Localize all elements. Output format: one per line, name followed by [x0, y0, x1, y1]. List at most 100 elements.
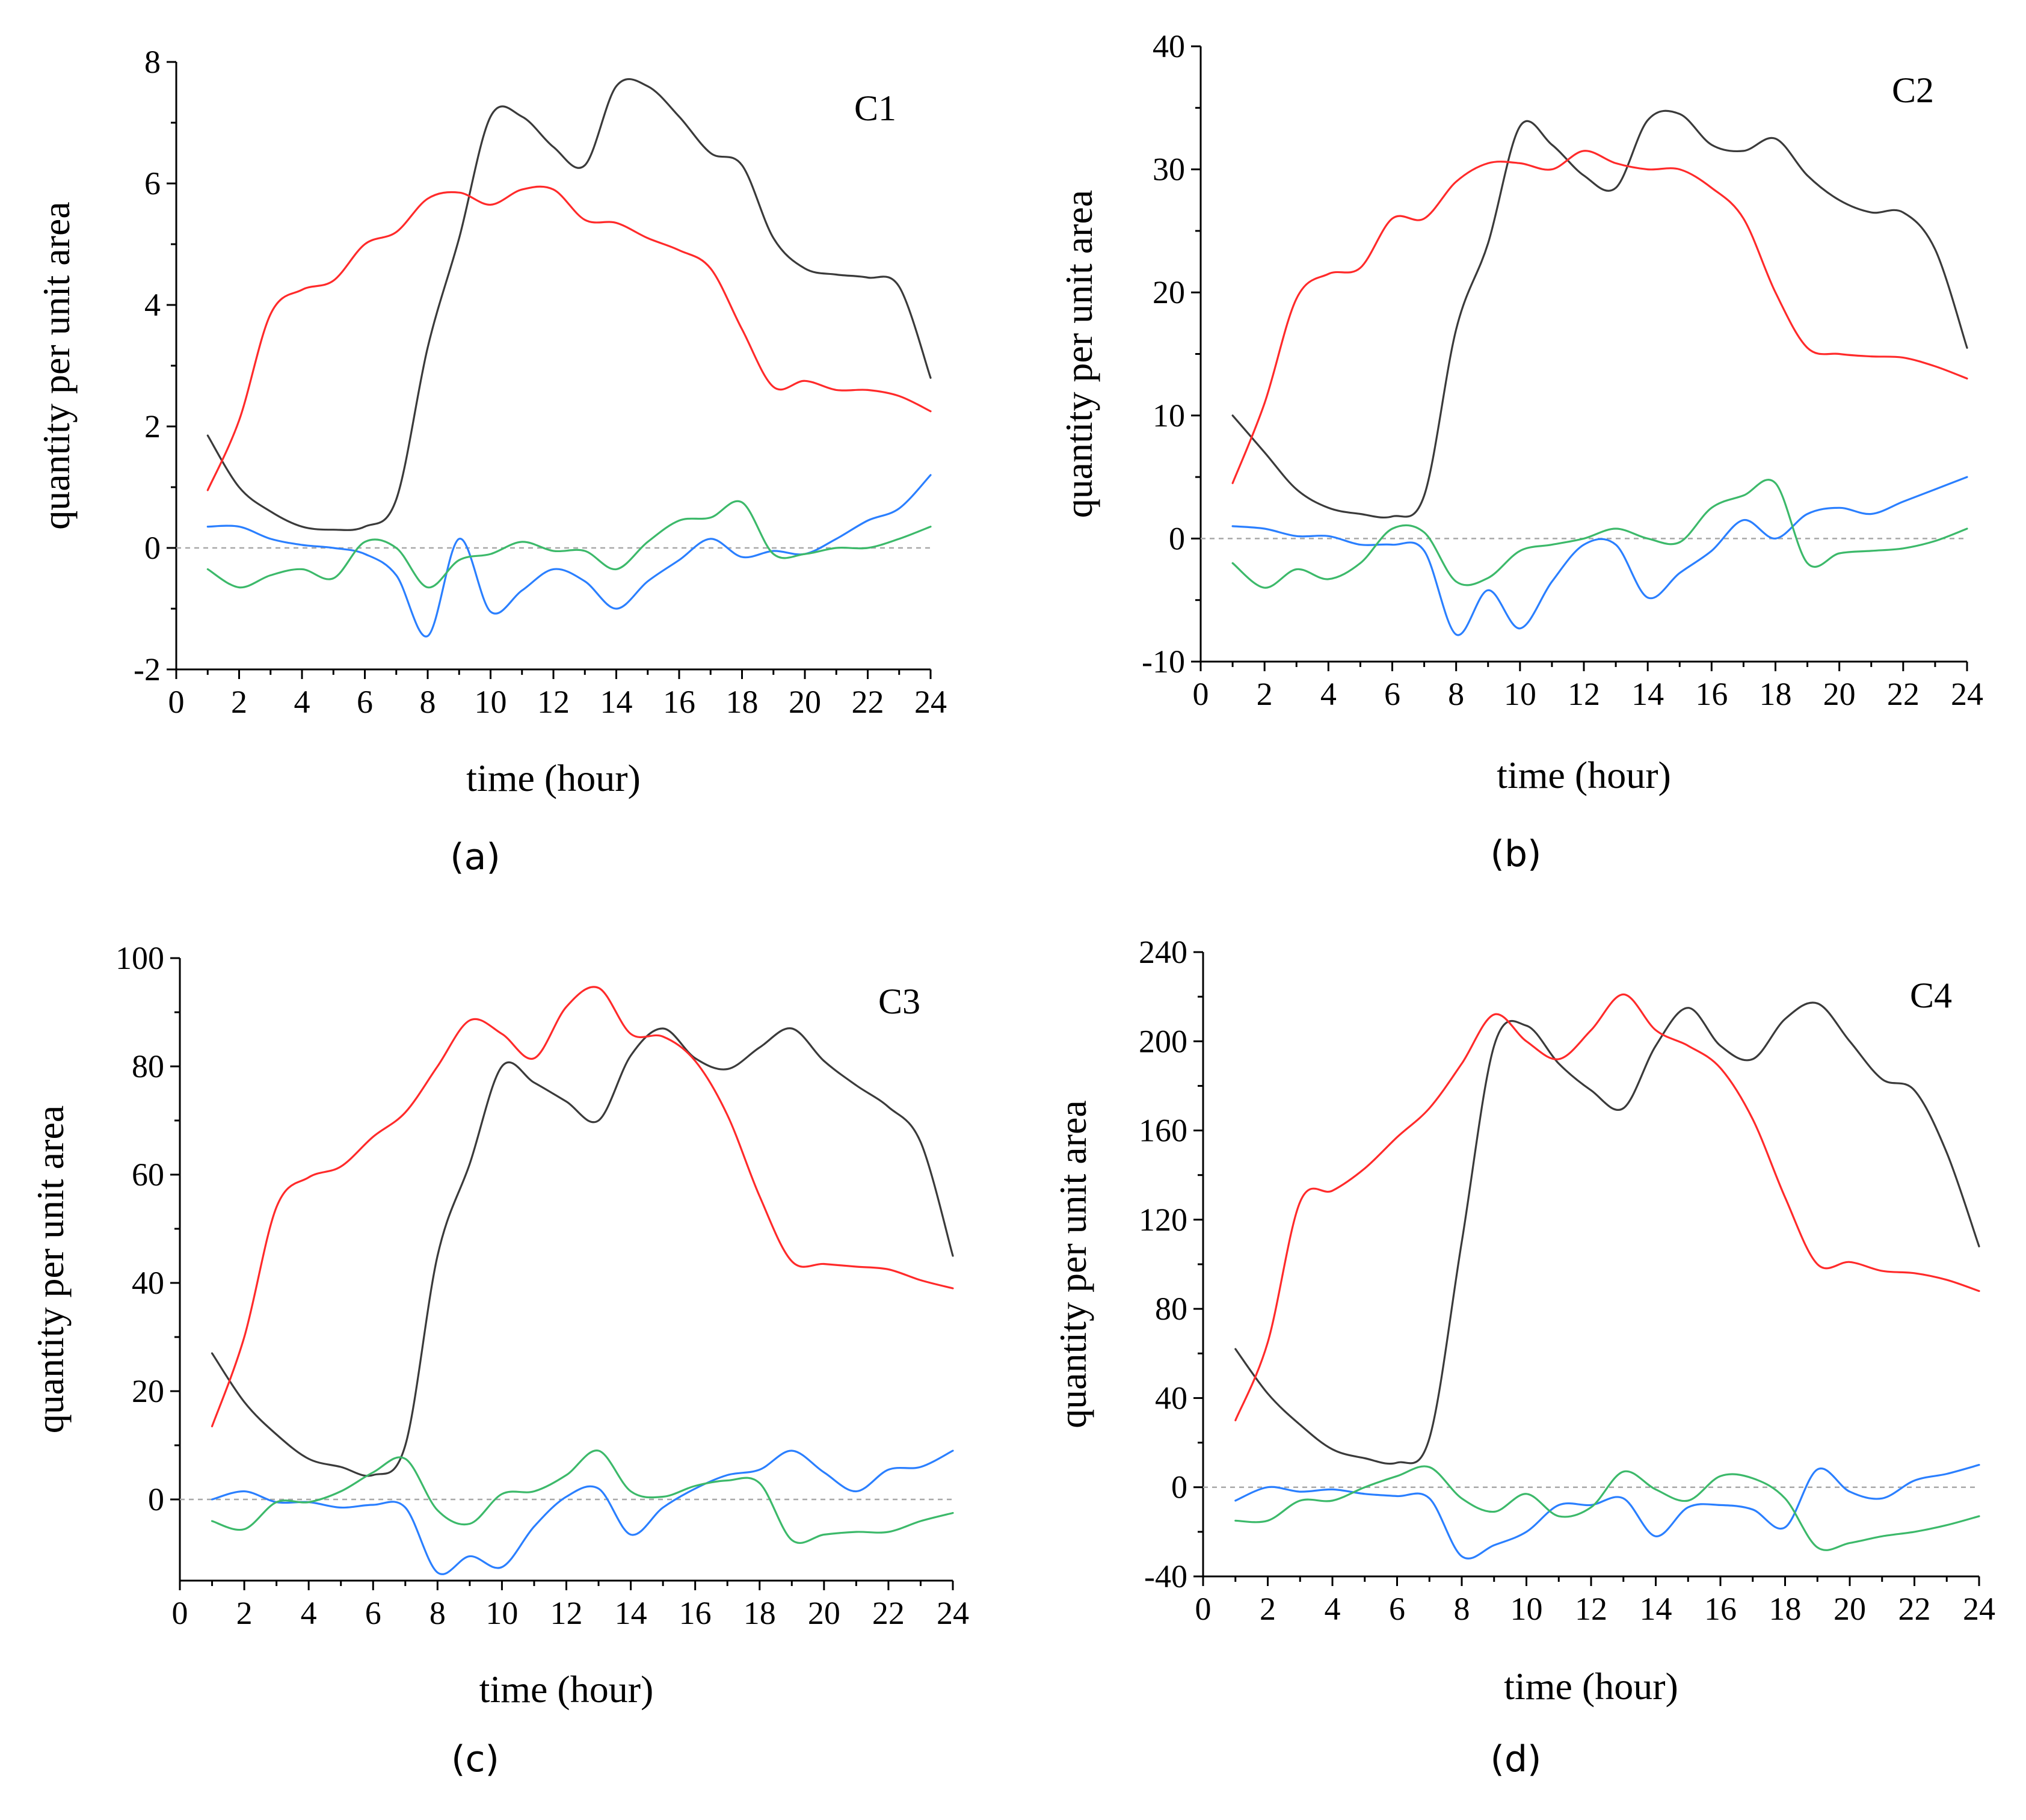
y-tick-label: 2 — [144, 408, 161, 444]
y-tick-label: 40 — [132, 1265, 164, 1301]
series-line-green — [1234, 1465, 1980, 1551]
y-tick-label: 0 — [1169, 520, 1185, 556]
series-line-green — [211, 1450, 954, 1544]
x-tick-label: 22 — [872, 1595, 905, 1631]
x-tick-label: 2 — [231, 684, 247, 720]
x-tick-label: 2 — [1257, 676, 1273, 712]
y-tick-label: 0 — [148, 1481, 164, 1517]
x-axis-title: time (hour) — [466, 757, 641, 799]
x-tick-label: 6 — [1389, 1591, 1405, 1627]
x-tick-label: 20 — [1834, 1591, 1866, 1627]
x-tick-label: 8 — [430, 1595, 446, 1631]
x-tick-label: 4 — [294, 684, 310, 720]
y-tick-label: 8 — [144, 44, 161, 80]
x-tick-label: 18 — [744, 1595, 776, 1631]
y-tick-label: 0 — [1171, 1469, 1187, 1505]
x-tick-label: 8 — [420, 684, 436, 720]
x-tick-label: 22 — [1898, 1591, 1931, 1627]
series-line-red — [1231, 150, 1968, 484]
series-line-red — [211, 986, 954, 1428]
panel-c4: 0 2 4 6 8 10 12 14 16 18 20 22 24-400408012016020024… — [1051, 934, 1995, 1780]
x-tick-label: 10 — [1510, 1591, 1543, 1627]
panel-caption: (c) — [451, 1738, 499, 1780]
x-tick-label: 22 — [1887, 676, 1920, 712]
x-tick-label: 0 — [168, 684, 185, 720]
x-tick-label: 24 — [914, 684, 947, 720]
panel-caption: (b) — [1491, 833, 1542, 875]
y-tick-label: 80 — [132, 1048, 164, 1084]
x-axis-title: time (hour) — [1504, 1665, 1678, 1708]
panel-caption: (a) — [450, 836, 500, 878]
x-tick-label: 18 — [726, 684, 759, 720]
y-tick-label: 40 — [1153, 28, 1185, 64]
y-axis-title: quantity per unit area — [1051, 1100, 1094, 1428]
series-line-black — [211, 1027, 954, 1477]
series-line-black — [1234, 1001, 1980, 1465]
x-tick-label: 24 — [937, 1595, 969, 1631]
y-axis-title: quantity per unit area — [35, 201, 78, 530]
x-tick-label: 16 — [1695, 676, 1728, 712]
x-tick-label: 12 — [537, 684, 570, 720]
x-tick-label: 12 — [550, 1595, 583, 1631]
series-line-blue — [211, 1450, 954, 1575]
y-tick-label: -10 — [1142, 644, 1185, 680]
y-tick-label: 4 — [144, 287, 161, 323]
x-tick-label: 16 — [679, 1595, 712, 1631]
panel-label: C2 — [1892, 70, 1934, 110]
x-tick-label: 8 — [1454, 1591, 1470, 1627]
y-tick-label: 0 — [144, 530, 161, 566]
x-tick-label: 0 — [1193, 676, 1209, 712]
x-tick-label: 16 — [663, 684, 695, 720]
y-tick-label: 160 — [1139, 1113, 1187, 1149]
x-tick-label: 10 — [1504, 676, 1536, 712]
x-tick-label: 0 — [1195, 1591, 1212, 1627]
panel-label: C4 — [1910, 976, 1952, 1015]
x-tick-label: 8 — [1448, 676, 1464, 712]
x-tick-label: 14 — [600, 684, 633, 720]
panel-label: C3 — [878, 982, 920, 1021]
x-tick-label: 18 — [1769, 1591, 1802, 1627]
series-line-green — [1231, 479, 1968, 589]
x-tick-label: 12 — [1575, 1591, 1607, 1627]
x-tick-label: 2 — [1260, 1591, 1276, 1627]
x-tick-label: 14 — [1631, 676, 1664, 712]
y-tick-label: 6 — [144, 165, 161, 201]
x-tick-label: 24 — [1951, 676, 1983, 712]
x-tick-label: 18 — [1760, 676, 1792, 712]
x-tick-label: 6 — [1384, 676, 1400, 712]
series-line-blue — [1231, 476, 1968, 636]
y-tick-label: 80 — [1155, 1291, 1187, 1327]
x-axis-title: time (hour) — [479, 1668, 654, 1711]
x-tick-label: 4 — [1325, 1591, 1341, 1627]
series-line-red — [206, 185, 932, 491]
series-line-black — [1231, 109, 1968, 519]
y-axis-title: quantity per unit area — [1058, 190, 1100, 518]
x-tick-label: 4 — [1320, 676, 1337, 712]
x-tick-label: 14 — [1640, 1591, 1672, 1627]
x-tick-label: 0 — [172, 1595, 188, 1631]
x-tick-label: 6 — [365, 1595, 381, 1631]
panel-label: C1 — [854, 88, 896, 128]
y-axis-title: quantity per unit area — [29, 1105, 72, 1434]
x-tick-label: 12 — [1568, 676, 1600, 712]
x-axis-title: time (hour) — [1497, 754, 1671, 796]
y-tick-label: 60 — [132, 1157, 164, 1193]
series-line-blue — [206, 474, 932, 638]
series-line-black — [206, 78, 932, 531]
y-tick-label: -40 — [1144, 1558, 1187, 1594]
y-tick-label: -2 — [134, 651, 161, 687]
y-tick-label: 20 — [132, 1373, 164, 1409]
series-line-blue — [1234, 1464, 1980, 1560]
series-line-green — [206, 500, 932, 589]
y-tick-label: 240 — [1139, 934, 1187, 970]
y-tick-label: 100 — [115, 940, 164, 976]
y-tick-label: 200 — [1139, 1023, 1187, 1059]
x-tick-label: 10 — [485, 1595, 518, 1631]
x-tick-label: 20 — [808, 1595, 840, 1631]
series-line-red — [1234, 993, 1980, 1422]
x-tick-label: 4 — [301, 1595, 317, 1631]
